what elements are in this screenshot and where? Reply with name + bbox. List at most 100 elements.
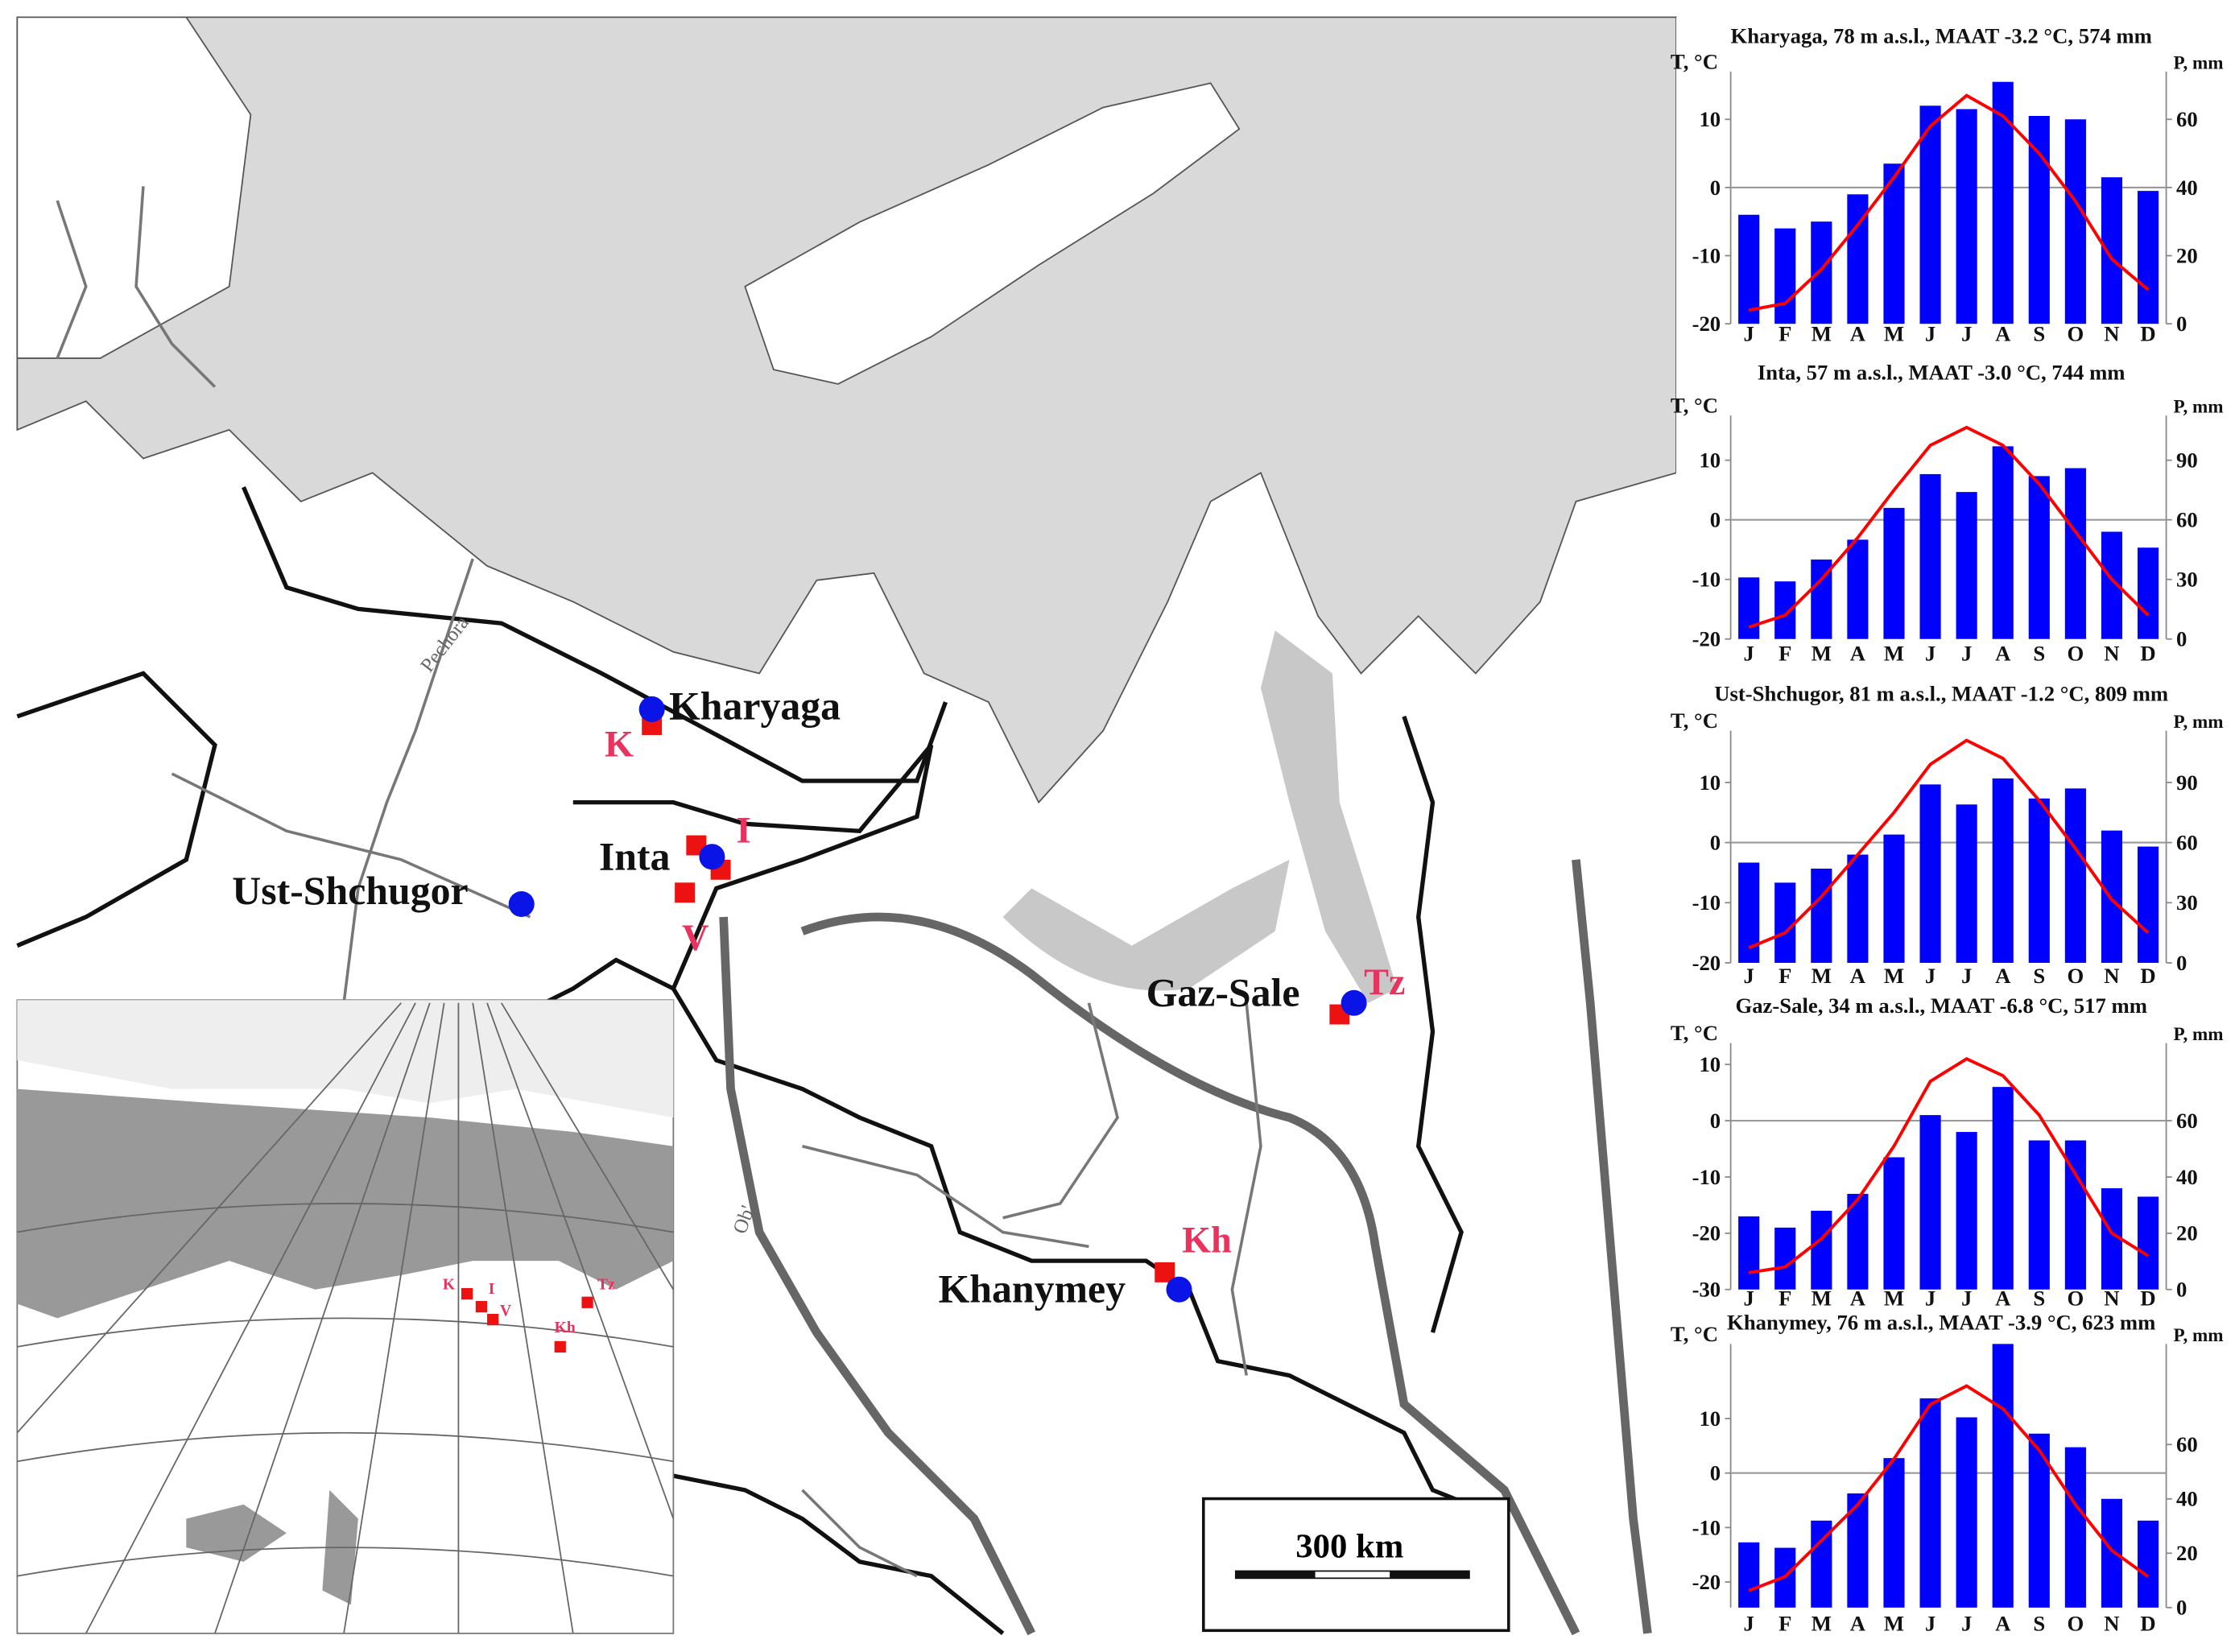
x-tick-label: A (1995, 964, 2011, 988)
main-map: Pechora Ob' Kharyaga Inta Ust-Shchugor G… (16, 16, 1677, 1636)
x-tick-label: J (1925, 964, 1935, 988)
x-tick-label: J (1961, 1611, 1972, 1635)
station-marker (638, 696, 665, 722)
temperature-line (1748, 738, 2150, 950)
y2-tick-label: 30 (2176, 568, 2198, 592)
precipitation-bar (2137, 846, 2159, 963)
x-tick-label: O (2068, 1286, 2084, 1310)
y2-tick-label: 20 (2176, 1221, 2198, 1245)
precipitation-bar (1847, 539, 1869, 639)
precipitation-bar (1847, 1193, 1869, 1290)
precipitation-bar (1774, 882, 1796, 963)
y-tick-label: 0 (1710, 176, 1721, 200)
precipitation-bar (1738, 577, 1760, 639)
x-tick-label: M (1884, 1286, 1904, 1310)
precipitation-bar (1956, 492, 1977, 639)
y2-tick-label: 40 (2176, 1165, 2198, 1189)
inset-site-marker (554, 1340, 566, 1353)
y2-tick-label: 0 (2176, 312, 2187, 336)
precipitation-bar (2137, 191, 2159, 324)
precipitation-bar (1919, 784, 1941, 963)
river-line (342, 558, 474, 1004)
x-tick-label: N (2104, 1611, 2119, 1635)
inset-graticule (16, 1002, 675, 1634)
bay (1002, 859, 1290, 991)
border-line (672, 1473, 1005, 1635)
station-marker (699, 844, 725, 870)
y-tick-label: 10 (1699, 107, 1721, 131)
precipitation-bar (1883, 834, 1905, 963)
y2-tick-label: 60 (2176, 1109, 2198, 1133)
x-tick-label: O (2068, 322, 2084, 346)
chart-title: Khanymey, 76 m a.s.l., MAAT -3.9 °C, 623… (1727, 1311, 2155, 1335)
x-tick-label: M (1812, 322, 1832, 346)
borders (16, 486, 1506, 1635)
inset-site-label: I (489, 1281, 495, 1298)
y2-tick-label: 0 (2176, 627, 2187, 651)
precipitation-bar (1774, 1227, 1796, 1290)
inset-site-marker (461, 1287, 473, 1300)
y-tick-label: -20 (1692, 1221, 1721, 1245)
river-line (802, 1145, 1089, 1249)
y-tick-label: 0 (1710, 1109, 1721, 1133)
place-label: Gaz-Sale (1146, 970, 1300, 1014)
parallel (17, 1203, 674, 1577)
x-tick-label: M (1884, 1611, 1904, 1635)
precipitation-bar (2101, 830, 2123, 963)
precipitation-bar (2064, 468, 2086, 639)
inset-site-label: K (443, 1277, 456, 1294)
precipitation-bar (1919, 1115, 1941, 1290)
x-tick-label: J (1925, 322, 1935, 346)
place-label: Khanymey (939, 1267, 1126, 1311)
scale-box: 300 km (1201, 1497, 1510, 1633)
x-tick-label: A (1850, 641, 1866, 665)
y2-tick-label: 60 (2176, 508, 2198, 532)
precipitation-bar (1992, 778, 2014, 963)
y2-axis-label: P, mm (2173, 397, 2223, 418)
gulf-of-ob (1260, 630, 1397, 1003)
weather-stations (508, 696, 1367, 1303)
y-tick-label: 0 (1710, 830, 1721, 854)
precipitation-bar (1919, 1398, 1941, 1608)
x-tick-label: M (1884, 322, 1904, 346)
precipitation-bar (1811, 221, 1832, 324)
river-line (134, 186, 217, 388)
y2-axis-label: P, mm (2173, 52, 2223, 73)
site-label: Kh (1182, 1220, 1232, 1261)
site-label: K (605, 725, 634, 766)
rivers (56, 186, 1262, 1578)
x-tick-label: M (1812, 964, 1832, 988)
climate-chart: Kharyaga, 78 m a.s.l., MAAT -3.2 °C, 574… (1671, 23, 2224, 345)
x-tick-label: S (2033, 641, 2045, 665)
river-line (801, 1489, 918, 1578)
y2-tick-label: 60 (2176, 107, 2198, 131)
x-tick-label: J (1925, 1286, 1935, 1310)
x-tick-label: A (1995, 1611, 2011, 1635)
x-tick-label: A (1850, 322, 1866, 346)
x-tick-label: N (2104, 1286, 2119, 1310)
river-line (1572, 859, 1652, 1634)
x-tick-label: J (1743, 964, 1754, 988)
x-tick-label: A (1995, 322, 2011, 346)
inset-site-label: V (500, 1303, 511, 1320)
y2-tick-label: 0 (2176, 951, 2187, 975)
y2-axis-label: P, mm (2173, 1325, 2223, 1346)
precipitation-bar (1919, 105, 1941, 324)
inset-site-marker (475, 1300, 488, 1313)
precipitation-bar (2064, 1447, 2086, 1608)
x-tick-label: J (1961, 1286, 1972, 1310)
site-label: Tz (1364, 962, 1405, 1003)
x-tick-label: A (1995, 1286, 2011, 1310)
station-marker (1166, 1276, 1192, 1303)
site-marker (1155, 1262, 1175, 1282)
x-tick-label: O (2068, 641, 2084, 665)
y-tick-label: -30 (1692, 1278, 1721, 1302)
y2-tick-label: 0 (2176, 1596, 2187, 1620)
y-tick-label: 0 (1710, 508, 1721, 532)
y-tick-label: -10 (1692, 243, 1721, 267)
x-tick-label: S (2033, 964, 2045, 988)
precipitation-bar (1956, 804, 1977, 963)
precipitation-bar (1774, 228, 1796, 324)
y-tick-label: -10 (1692, 890, 1721, 915)
y-axis-label: T, °C (1671, 1322, 1718, 1346)
